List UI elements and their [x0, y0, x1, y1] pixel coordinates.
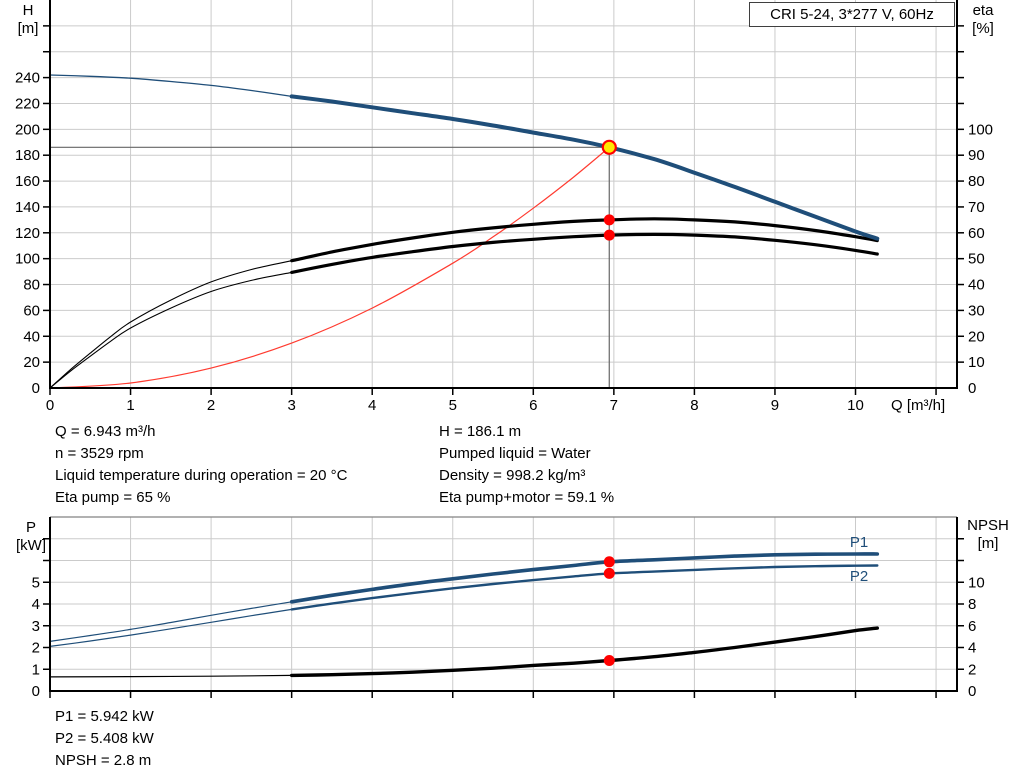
info-eta-pump-motor: Eta pump+motor = 59.1 % — [439, 489, 615, 506]
duty-info-left-column: Q = 6.943 m³/h n = 3529 rpm Liquid tempe… — [55, 421, 347, 509]
y-tick-label: 40 — [23, 328, 40, 345]
eta-pump-motor-curve-thin — [49, 271, 293, 389]
x-tick-label: 9 — [771, 397, 779, 414]
x-tick-label: 1 — [126, 397, 134, 414]
x-tick-label: 2 — [207, 397, 215, 414]
info-p2: P2 = 5.408 kW — [55, 730, 154, 747]
y2-tick-label: 20 — [968, 328, 985, 345]
info-eta-pump: Eta pump = 65 % — [55, 489, 171, 506]
y-tick-label: 140 — [15, 199, 40, 216]
qh-curve — [289, 94, 880, 241]
y2-tick-label: 8 — [968, 596, 976, 613]
info-npsh: NPSH = 2.8 m — [55, 752, 152, 769]
info-head: H = 186.1 m — [439, 423, 522, 440]
eta-pump-motor-curve — [290, 232, 879, 274]
x-tick-label: 5 — [449, 397, 457, 414]
system-curve — [49, 146, 610, 389]
y-tick-label: 0 — [32, 683, 40, 700]
eta-pump-curve-thin — [49, 260, 293, 389]
y2-tick-label: 0 — [968, 380, 976, 397]
y-tick-label: 1 — [32, 661, 40, 678]
p1-curve-thin — [49, 601, 293, 642]
info-flow: Q = 6.943 m³/h — [55, 423, 156, 440]
x-tick-label: 3 — [287, 397, 295, 414]
info-pumped-liquid: Pumped liquid = Water — [439, 445, 591, 462]
operating-point-dot — [603, 214, 615, 226]
x-tick-label: 6 — [529, 397, 537, 414]
qh-curve-thin — [49, 74, 293, 98]
p2-curve — [290, 564, 879, 611]
y-tick-label: 60 — [23, 302, 40, 319]
power-info-column: P1 = 5.942 kW P2 = 5.408 kW NPSH = 2.8 m — [55, 706, 154, 772]
operating-point-dot — [603, 556, 615, 568]
info-density: Density = 998.2 kg/m³ — [439, 467, 586, 484]
p2-curve-thin — [49, 608, 293, 647]
y-tick-label: 120 — [15, 225, 40, 242]
eta-axis-unit-line2: [%] — [972, 20, 994, 37]
y2-tick-label: 50 — [968, 251, 985, 268]
info-speed: n = 3529 rpm — [55, 445, 144, 462]
y-tick-label: 2 — [32, 640, 40, 657]
y-tick-label: 220 — [15, 95, 40, 112]
x-tick-label: 0 — [46, 397, 54, 414]
y2-tick-label: 100 — [968, 121, 993, 138]
y-tick-label: 240 — [15, 70, 40, 87]
y-tick-label: 200 — [15, 121, 40, 138]
y2-tick-label: 4 — [968, 640, 976, 657]
y-tick-label: 80 — [23, 277, 40, 294]
p-axis-unit-label: P [kW] — [10, 519, 52, 555]
eta-axis-unit-line1: eta — [972, 2, 994, 19]
chart-title-box: CRI 5-24, 3*277 V, 60Hz — [749, 2, 955, 27]
y2-tick-label: 80 — [968, 173, 985, 190]
y2-tick-label: 60 — [968, 225, 985, 242]
info-liquid-temperature: Liquid temperature during operation = 20… — [55, 467, 348, 484]
p1-curve — [289, 552, 880, 604]
x-tick-label: 7 — [610, 397, 618, 414]
y-tick-label: 160 — [15, 173, 40, 190]
npsh-curve — [290, 626, 879, 678]
y-tick-label: 3 — [32, 618, 40, 635]
y2-tick-label: 6 — [968, 618, 976, 635]
npsh-curve-thin — [49, 674, 293, 678]
p-axis-unit-line2: [kW] — [16, 537, 46, 554]
y-tick-label: 0 — [32, 380, 40, 397]
info-p1: P1 = 5.942 kW — [55, 708, 154, 725]
x-tick-label: 10 — [847, 397, 864, 414]
x-tick-label: 4 — [368, 397, 376, 414]
chart-title: CRI 5-24, 3*277 V, 60Hz — [770, 6, 934, 23]
y2-tick-label: 30 — [968, 302, 985, 319]
h-axis-unit-label: H [m] — [8, 2, 48, 38]
y2-tick-label: 10 — [968, 574, 985, 591]
h-axis-unit-line2: [m] — [17, 20, 39, 37]
h-axis-unit-line1: H — [22, 2, 34, 19]
y-tick-label: 180 — [15, 147, 40, 164]
y2-tick-label: 70 — [968, 199, 985, 216]
y2-tick-label: 10 — [968, 354, 985, 371]
operating-point-dot — [603, 567, 615, 579]
y-tick-label: 100 — [15, 251, 40, 268]
npsh-axis-unit-line2: [m] — [977, 535, 999, 552]
y2-tick-label: 90 — [968, 147, 985, 164]
y2-tick-label: 2 — [968, 661, 976, 678]
q-axis-unit-label: Q [m³/h] — [891, 397, 946, 414]
eta-pump-curve — [290, 217, 879, 263]
npsh-axis-unit-label: NPSH [m] — [958, 517, 1018, 553]
y-tick-label: 20 — [23, 354, 40, 371]
y-tick-label: 4 — [32, 596, 40, 613]
series-label-p2: P2 — [850, 568, 868, 585]
series-label-p1: P1 — [850, 534, 868, 551]
y-tick-label: 5 — [32, 574, 40, 591]
eta-axis-unit-label: eta [%] — [960, 2, 1006, 38]
duty-info-right-column: H = 186.1 m Pumped liquid = Water Densit… — [439, 421, 614, 509]
p-axis-unit-line1: P — [25, 519, 36, 536]
operating-point-dot — [603, 229, 615, 241]
x-tick-label: 8 — [690, 397, 698, 414]
y2-tick-label: 40 — [968, 277, 985, 294]
y2-tick-label: 0 — [968, 683, 976, 700]
operating-point-dot — [603, 655, 615, 666]
duty-point-marker — [601, 139, 617, 155]
npsh-axis-unit-line1: NPSH — [967, 517, 1009, 534]
